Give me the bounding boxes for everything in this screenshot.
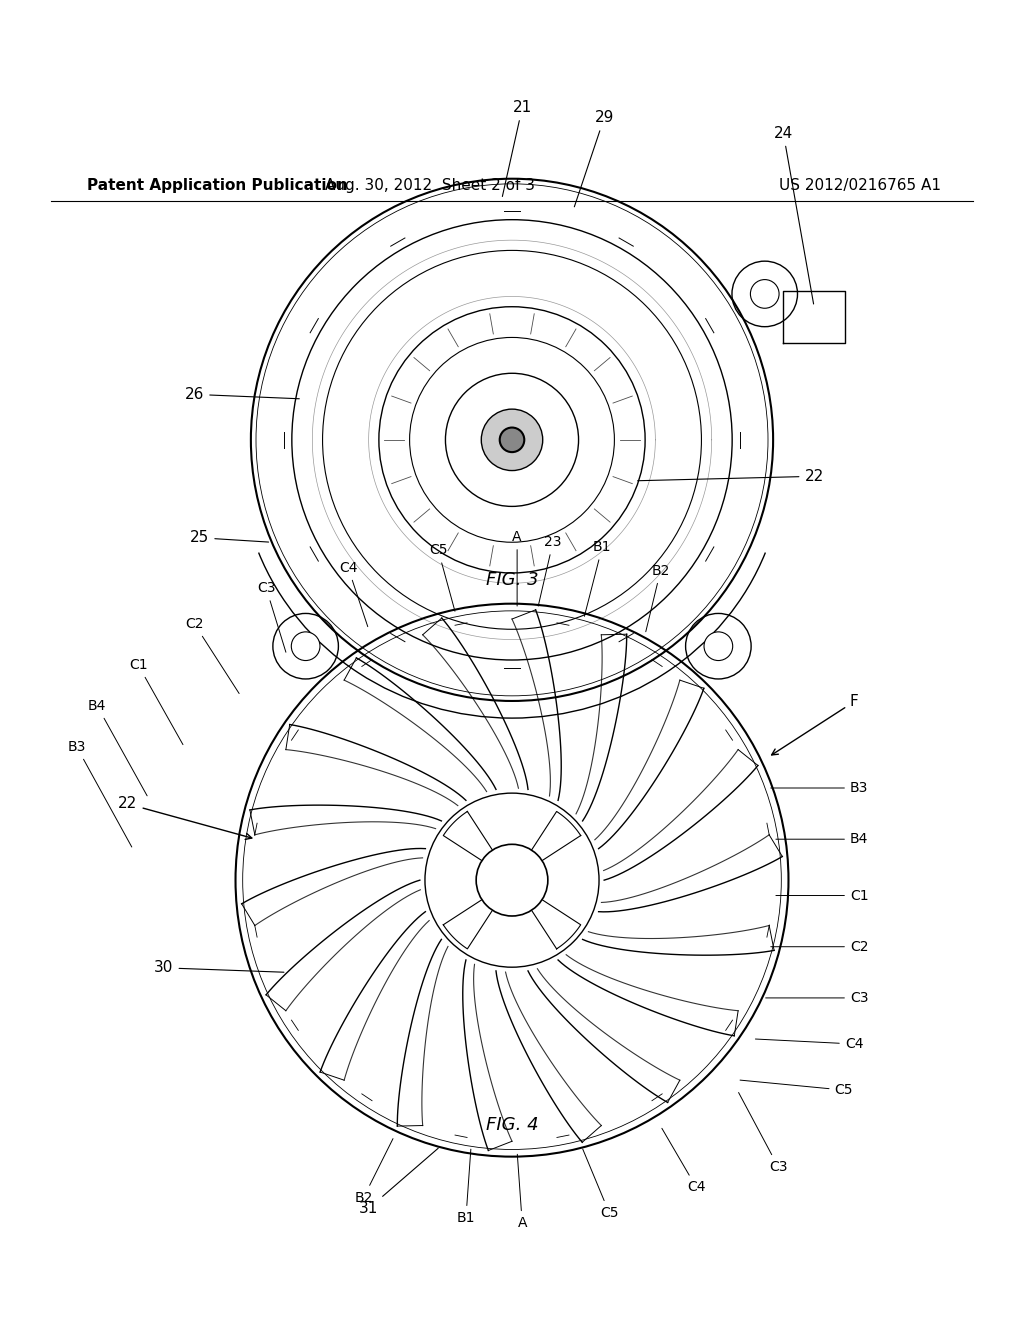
Circle shape [751, 280, 779, 309]
Text: FIG. 3: FIG. 3 [485, 572, 539, 589]
Text: A: A [517, 1154, 527, 1230]
Text: 22: 22 [638, 469, 823, 484]
Text: Patent Application Publication: Patent Application Publication [87, 178, 348, 194]
Text: B1: B1 [457, 1150, 475, 1225]
Text: B2: B2 [354, 1139, 393, 1205]
Text: 31: 31 [359, 1148, 438, 1216]
Text: 23: 23 [539, 535, 562, 606]
Text: B3: B3 [771, 781, 868, 795]
Text: 22: 22 [119, 796, 252, 840]
Text: FIG. 4: FIG. 4 [485, 1115, 539, 1134]
Polygon shape [443, 812, 498, 866]
Text: B4: B4 [776, 832, 868, 846]
Text: 24: 24 [774, 125, 814, 304]
Circle shape [291, 632, 319, 660]
Text: 26: 26 [185, 387, 299, 401]
Text: US 2012/0216765 A1: US 2012/0216765 A1 [779, 178, 941, 194]
Text: C1: C1 [129, 659, 183, 744]
Text: 29: 29 [574, 111, 613, 207]
Text: B3: B3 [68, 741, 132, 847]
Text: 21: 21 [503, 100, 531, 197]
Circle shape [476, 845, 548, 916]
Text: C3: C3 [257, 581, 286, 652]
Polygon shape [526, 894, 581, 949]
Circle shape [500, 428, 524, 453]
Text: C5: C5 [740, 1080, 853, 1097]
Text: C4: C4 [756, 1038, 863, 1051]
Text: C4: C4 [662, 1129, 706, 1195]
Circle shape [705, 632, 733, 660]
Polygon shape [443, 894, 498, 949]
Text: A: A [512, 531, 522, 606]
Text: 25: 25 [190, 531, 268, 545]
Text: C3: C3 [738, 1093, 787, 1173]
Text: Aug. 30, 2012  Sheet 2 of 3: Aug. 30, 2012 Sheet 2 of 3 [325, 178, 536, 194]
Text: B4: B4 [88, 700, 147, 796]
Circle shape [481, 409, 543, 470]
Text: F: F [772, 694, 859, 755]
Text: C4: C4 [339, 561, 368, 627]
Text: B1: B1 [585, 540, 611, 616]
Polygon shape [526, 812, 581, 866]
Text: C5: C5 [583, 1148, 618, 1220]
Text: C5: C5 [429, 544, 455, 611]
Text: C1: C1 [776, 888, 868, 903]
Text: B2: B2 [646, 564, 670, 632]
Text: C2: C2 [185, 618, 240, 693]
Text: 30: 30 [155, 961, 284, 975]
Text: C2: C2 [771, 940, 868, 954]
Text: C3: C3 [766, 991, 868, 1005]
